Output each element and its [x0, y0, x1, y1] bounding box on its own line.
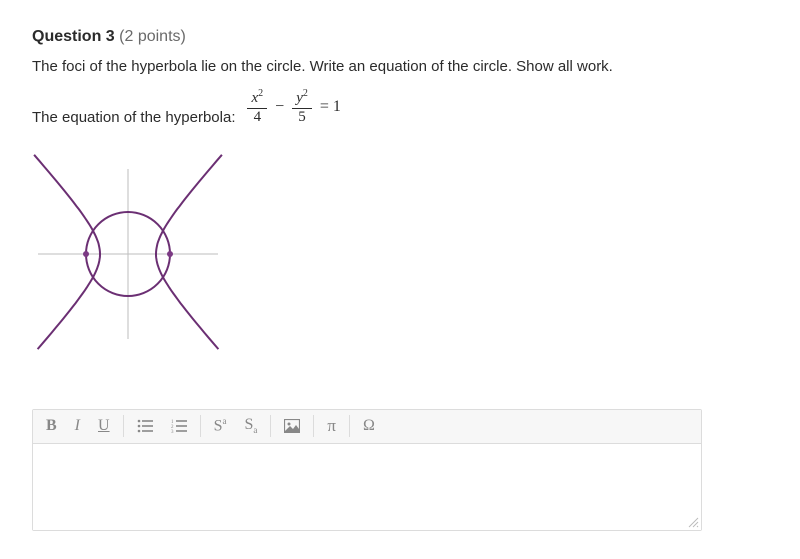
insert-omega-button[interactable]: Ω — [354, 411, 384, 441]
svg-text:3: 3 — [171, 430, 174, 433]
resize-grip-icon[interactable] — [687, 516, 699, 528]
bold-button[interactable]: B — [37, 411, 66, 441]
italic-button[interactable]: I — [66, 411, 89, 441]
unordered-list-button[interactable] — [128, 411, 162, 441]
minus-op: − — [275, 98, 284, 116]
equals-rhs: = 1 — [320, 98, 341, 116]
editor-textarea[interactable] — [33, 444, 701, 530]
hyperbola-equation-row: The equation of the hyperbola: x2 4 − y2… — [32, 89, 768, 126]
toolbar-separator — [313, 415, 314, 437]
hyperbola-circle-diagram — [32, 154, 768, 359]
toolbar-separator — [123, 415, 124, 437]
question-number: Question 3 — [32, 28, 115, 45]
underline-button[interactable]: U — [89, 411, 119, 441]
hyperbola-label: The equation of the hyperbola: — [32, 109, 235, 126]
toolbar-separator — [200, 415, 201, 437]
question-points: (2 points) — [119, 28, 186, 45]
subscript-button[interactable]: Sa — [235, 411, 266, 441]
rich-text-editor: B I U 1 2 3 Sa Sa — [32, 409, 702, 531]
insert-pi-button[interactable]: π — [318, 411, 345, 441]
superscript-button[interactable]: Sa — [205, 411, 236, 441]
question-header: Question 3 (2 points) — [32, 28, 768, 46]
editor-toolbar: B I U 1 2 3 Sa Sa — [33, 410, 701, 444]
toolbar-separator — [349, 415, 350, 437]
ordered-list-button[interactable]: 1 2 3 — [162, 411, 196, 441]
hyperbola-equation: x2 4 − y2 5 = 1 — [247, 89, 348, 126]
insert-image-button[interactable] — [275, 411, 309, 441]
fraction-x2-4: x2 4 — [247, 89, 267, 126]
fraction-y2-5: y2 5 — [292, 89, 312, 126]
toolbar-separator — [270, 415, 271, 437]
question-prompt: The foci of the hyperbola lie on the cir… — [32, 56, 768, 77]
